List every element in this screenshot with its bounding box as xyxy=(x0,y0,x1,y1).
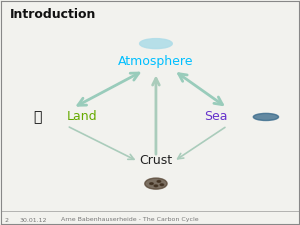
Text: 30.01.12: 30.01.12 xyxy=(19,218,47,223)
Ellipse shape xyxy=(157,180,161,182)
Ellipse shape xyxy=(154,185,158,187)
Ellipse shape xyxy=(150,183,153,184)
Text: Land: Land xyxy=(67,110,98,124)
Text: Introduction: Introduction xyxy=(10,8,97,21)
Text: 🌳: 🌳 xyxy=(33,110,41,124)
Ellipse shape xyxy=(145,178,167,189)
Text: Arne Babenhauserheide - The Carbon Cycle: Arne Babenhauserheide - The Carbon Cycle xyxy=(61,218,199,223)
Text: Sea: Sea xyxy=(204,110,227,124)
Text: Crust: Crust xyxy=(140,154,172,167)
Ellipse shape xyxy=(253,113,278,121)
Ellipse shape xyxy=(160,184,164,186)
Text: Atmosphere: Atmosphere xyxy=(118,55,194,68)
Text: 2: 2 xyxy=(4,218,8,223)
Ellipse shape xyxy=(140,39,172,49)
